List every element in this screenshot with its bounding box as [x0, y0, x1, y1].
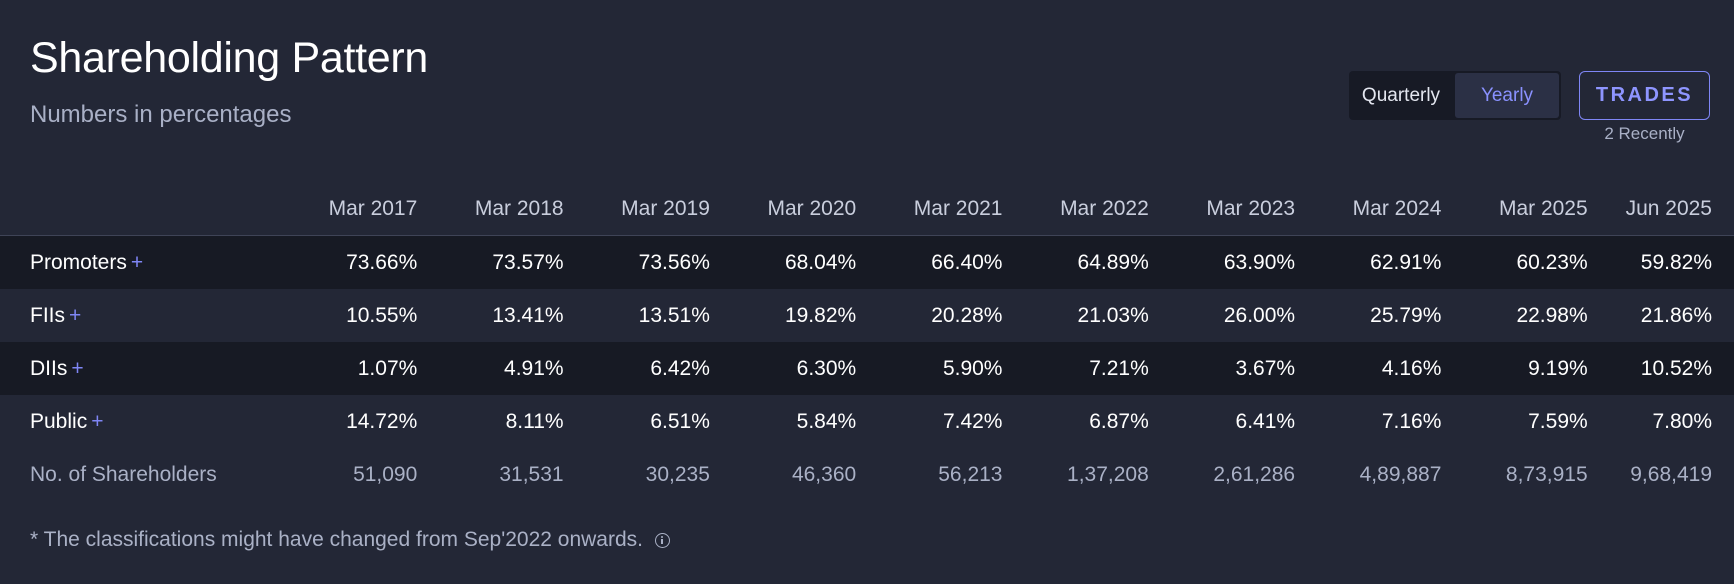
table-cell: 26.00%	[1148, 289, 1296, 342]
table-row-public: Public + 14.72% 8.11% 6.51% 5.84% 7.42% 6…	[0, 395, 1734, 448]
toggle-quarterly[interactable]: Quarterly	[1361, 84, 1441, 106]
table-cell: 5.84%	[709, 395, 857, 448]
table-cell: 64.89%	[1002, 235, 1149, 289]
expand-public-button[interactable]: +	[91, 409, 104, 433]
table-cell: 19.82%	[709, 289, 857, 342]
row-label-diis: DIIs	[30, 356, 68, 380]
table-cell: 31,531	[417, 448, 564, 501]
info-icon[interactable]	[654, 532, 670, 548]
shareholding-table: Mar 2017 Mar 2018 Mar 2019 Mar 2020 Mar …	[0, 182, 1734, 501]
table-cell: 51,090	[271, 448, 418, 501]
table-cell: 56,213	[856, 448, 1003, 501]
trades-sublabel: 2 Recently	[1604, 124, 1685, 143]
period-toggle: Quarterly Yearly	[1349, 71, 1561, 120]
table-row-promoters: Promoters + 73.66% 73.57% 73.56% 68.04% 6…	[0, 235, 1734, 289]
table-cell: 4.16%	[1295, 342, 1442, 395]
expand-fiis-button[interactable]: +	[69, 303, 82, 327]
table-cell: 46,360	[709, 448, 857, 501]
footnote-text: * The classifications might have changed…	[30, 528, 643, 551]
table-cell: 8,73,915	[1441, 448, 1588, 501]
page-subtitle: Numbers in percentages	[30, 101, 292, 128]
table-cell: 25.79%	[1295, 289, 1442, 342]
column-header: Mar 2020	[709, 182, 857, 236]
table-cell: 1,37,208	[1002, 448, 1149, 501]
table-cell: 10.55%	[271, 289, 418, 342]
toggle-yearly[interactable]: Yearly	[1455, 73, 1559, 118]
table-cell: 10.52%	[1587, 342, 1734, 395]
table-cell: 1.07%	[271, 342, 418, 395]
row-label-public: Public	[30, 409, 88, 433]
column-header-label	[0, 182, 271, 236]
table-header-row: Mar 2017 Mar 2018 Mar 2019 Mar 2020 Mar …	[0, 182, 1734, 236]
table-cell: 7.59%	[1441, 395, 1588, 448]
table-cell: 7.16%	[1295, 395, 1442, 448]
table-cell: 73.56%	[563, 235, 710, 289]
table-cell: 8.11%	[417, 395, 564, 448]
column-header: Mar 2022	[1002, 182, 1149, 236]
page-title: Shareholding Pattern	[30, 34, 429, 82]
expand-diis-button[interactable]: +	[71, 356, 84, 380]
column-header: Mar 2025	[1441, 182, 1588, 236]
table-cell: 4.91%	[417, 342, 564, 395]
table-cell: 2,61,286	[1148, 448, 1296, 501]
table-cell: 13.51%	[563, 289, 710, 342]
table-cell: 7.80%	[1587, 395, 1734, 448]
table-cell: 4,89,887	[1295, 448, 1442, 501]
column-header: Mar 2017	[271, 182, 418, 236]
table-cell: 66.40%	[856, 235, 1003, 289]
table-cell: 9,68,419	[1587, 448, 1734, 501]
table-cell: 6.51%	[563, 395, 710, 448]
column-header: Mar 2018	[417, 182, 564, 236]
table-cell: 5.90%	[856, 342, 1003, 395]
table-cell: 14.72%	[271, 395, 418, 448]
table-cell: 73.66%	[271, 235, 418, 289]
column-header: Mar 2021	[856, 182, 1003, 236]
column-header: Mar 2023	[1148, 182, 1296, 236]
table-cell: 6.30%	[709, 342, 857, 395]
table-cell: 62.91%	[1295, 235, 1442, 289]
trades-button[interactable]: TRADES	[1579, 71, 1710, 120]
column-header: Mar 2019	[563, 182, 710, 236]
table-cell: 21.86%	[1587, 289, 1734, 342]
table-cell: 59.82%	[1587, 235, 1734, 289]
table-cell: 3.67%	[1148, 342, 1296, 395]
footnote: * The classifications might have changed…	[30, 528, 670, 552]
table-cell: 63.90%	[1148, 235, 1296, 289]
table-cell: 60.23%	[1441, 235, 1588, 289]
column-header: Jun 2025	[1587, 182, 1734, 236]
table-row-diis: DIIs + 1.07% 4.91% 6.42% 6.30% 5.90% 7.21…	[0, 342, 1734, 395]
row-label-promoters: Promoters	[30, 250, 127, 274]
table-cell: 68.04%	[709, 235, 857, 289]
table-cell: 7.42%	[856, 395, 1003, 448]
column-header: Mar 2024	[1295, 182, 1442, 236]
table-cell: 22.98%	[1441, 289, 1588, 342]
table-cell: 7.21%	[1002, 342, 1149, 395]
table-cell: 20.28%	[856, 289, 1003, 342]
table-cell: 6.87%	[1002, 395, 1149, 448]
table-cell: 6.42%	[563, 342, 710, 395]
table-cell: 6.41%	[1148, 395, 1296, 448]
table-cell: 13.41%	[417, 289, 564, 342]
table-row-shareholders: No. of Shareholders 51,090 31,531 30,235…	[0, 448, 1734, 501]
table-cell: 21.03%	[1002, 289, 1149, 342]
row-label-shareholders: No. of Shareholders	[0, 448, 271, 501]
table-cell: 30,235	[563, 448, 710, 501]
expand-promoters-button[interactable]: +	[130, 250, 144, 274]
table-cell: 73.57%	[417, 235, 564, 289]
table-cell: 9.19%	[1441, 342, 1588, 395]
table-row-fiis: FIIs + 10.55% 13.41% 13.51% 19.82% 20.28%…	[0, 289, 1734, 342]
row-label-fiis: FIIs	[30, 303, 65, 327]
